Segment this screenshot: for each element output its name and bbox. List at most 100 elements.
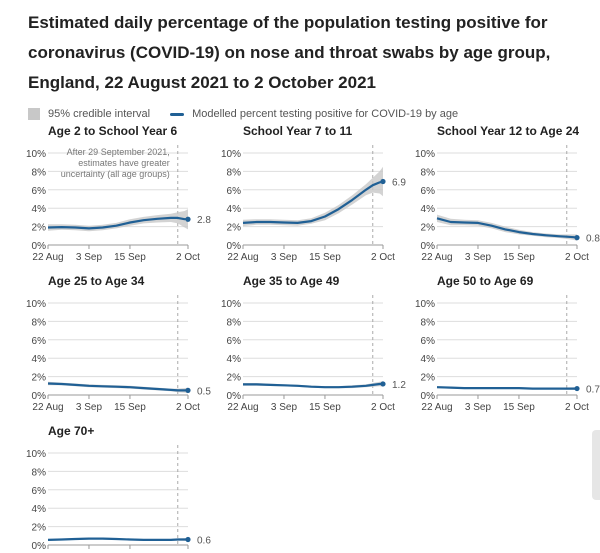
chart-panel-1: Age 2 to School Year 610% 8% 6% 4% 2% 0%22 Au… xyxy=(26,124,211,263)
panel-title: School Year 12 to Age 24 xyxy=(437,124,579,138)
series-line xyxy=(47,537,188,541)
y-tick-label: 10% xyxy=(221,149,241,160)
end-value-label: 2.8 xyxy=(197,215,211,226)
title-line-1: Estimated daily percentage of the popula… xyxy=(28,13,548,32)
annotation-text: estimates have greater xyxy=(78,158,170,168)
end-point xyxy=(185,536,191,543)
scroll-tab[interactable] xyxy=(592,430,600,500)
title-line-3: England, 22 August 2021 to 2 October 202… xyxy=(28,73,376,92)
annotation-text: uncertainty (all age groups) xyxy=(61,169,170,179)
series-line xyxy=(47,216,188,230)
end-value-label: 0.8 xyxy=(586,234,600,245)
x-tick-label: 22 Aug xyxy=(32,402,63,413)
y-tick-label: 6% xyxy=(227,186,242,197)
credible-interval-band xyxy=(243,166,383,227)
credible-interval-band xyxy=(48,209,188,232)
y-tick-label: 2% xyxy=(32,373,47,384)
y-tick-label: 8% xyxy=(421,317,436,328)
series-line xyxy=(436,386,577,390)
x-tick-label: 22 Aug xyxy=(421,252,452,263)
interval-swatch-icon xyxy=(28,108,40,120)
x-tick-label: 15 Sep xyxy=(114,402,146,413)
end-value-label: 0.7 xyxy=(586,385,600,396)
x-tick-label: 3 Sep xyxy=(76,402,103,413)
y-tick-label: 8% xyxy=(32,467,47,478)
title-line-2: coronavirus (COVID-19) on nose and throa… xyxy=(28,43,551,62)
y-tick-label: 4% xyxy=(32,204,47,215)
legend-interval-label: 95% credible interval xyxy=(48,108,151,120)
panel-title: Age 50 to Age 69 xyxy=(437,274,534,288)
y-tick-label: 2% xyxy=(421,373,436,384)
panel-title: Age 35 to Age 49 xyxy=(243,274,340,288)
y-tick-label: 10% xyxy=(26,299,46,310)
x-tick-label: 22 Aug xyxy=(421,402,452,413)
y-tick-label: 10% xyxy=(26,449,46,460)
y-tick-label: 10% xyxy=(221,299,241,310)
y-tick-label: 10% xyxy=(26,149,46,160)
end-point xyxy=(574,235,580,241)
y-tick-label: 0% xyxy=(32,391,47,402)
series-line xyxy=(242,180,384,224)
y-tick-label: 8% xyxy=(421,167,436,178)
line-swatch-icon xyxy=(170,112,185,116)
y-tick-label: 6% xyxy=(227,336,242,347)
end-point xyxy=(185,216,191,222)
y-tick-label: 0% xyxy=(421,391,436,402)
x-tick-label: 15 Sep xyxy=(309,402,341,413)
annotation-text: After 29 September 2021, xyxy=(67,147,170,157)
series-line xyxy=(47,382,188,392)
y-tick-label: 0% xyxy=(227,391,242,402)
page-title: Estimated daily percentage of the popula… xyxy=(28,8,588,98)
x-tick-label: 15 Sep xyxy=(503,402,535,413)
y-tick-label: 4% xyxy=(227,204,242,215)
x-tick-label: 15 Sep xyxy=(503,252,535,263)
panel-title: Age 2 to School Year 6 xyxy=(48,124,177,138)
y-tick-label: 10% xyxy=(415,299,435,310)
y-tick-label: 6% xyxy=(421,336,436,347)
y-tick-label: 6% xyxy=(32,486,47,497)
y-tick-label: 6% xyxy=(421,186,436,197)
y-tick-label: 8% xyxy=(227,317,242,328)
y-tick-label: 2% xyxy=(227,373,242,384)
x-tick-label: 15 Sep xyxy=(114,252,146,263)
x-tick-label: 22 Aug xyxy=(32,252,63,263)
y-tick-label: 4% xyxy=(421,354,436,365)
y-tick-label: 2% xyxy=(227,223,242,234)
x-tick-label: 3 Sep xyxy=(76,252,103,263)
end-point xyxy=(574,385,580,392)
x-tick-label: 2 Oct xyxy=(565,402,589,413)
y-tick-label: 0% xyxy=(421,241,436,252)
chart-legend: 95% credible interval Modelled percent t… xyxy=(28,106,458,122)
y-tick-label: 2% xyxy=(421,223,436,234)
y-tick-label: 6% xyxy=(32,336,47,347)
panel-title: School Year 7 to 11 xyxy=(243,124,352,138)
end-point xyxy=(185,387,191,393)
y-tick-label: 0% xyxy=(32,241,47,252)
series-line xyxy=(436,217,578,239)
y-tick-label: 6% xyxy=(32,186,47,197)
y-tick-label: 4% xyxy=(227,354,242,365)
x-tick-label: 15 Sep xyxy=(309,252,341,263)
x-tick-label: 22 Aug xyxy=(227,252,258,263)
y-tick-label: 4% xyxy=(421,204,436,215)
x-tick-label: 3 Sep xyxy=(271,402,298,413)
y-tick-label: 4% xyxy=(32,504,47,515)
x-tick-label: 3 Sep xyxy=(465,252,492,263)
end-point xyxy=(380,178,386,185)
y-tick-label: 2% xyxy=(32,223,47,234)
y-tick-label: 8% xyxy=(227,167,242,178)
x-tick-label: 2 Oct xyxy=(565,252,589,263)
x-tick-label: 2 Oct xyxy=(371,402,395,413)
x-tick-label: 2 Oct xyxy=(371,252,395,263)
panel-title: Age 25 to Age 34 xyxy=(48,274,145,288)
y-tick-label: 0% xyxy=(32,541,47,552)
y-tick-label: 2% xyxy=(32,523,47,534)
end-value-label: 0.5 xyxy=(197,386,211,397)
x-tick-label: 3 Sep xyxy=(465,402,492,413)
